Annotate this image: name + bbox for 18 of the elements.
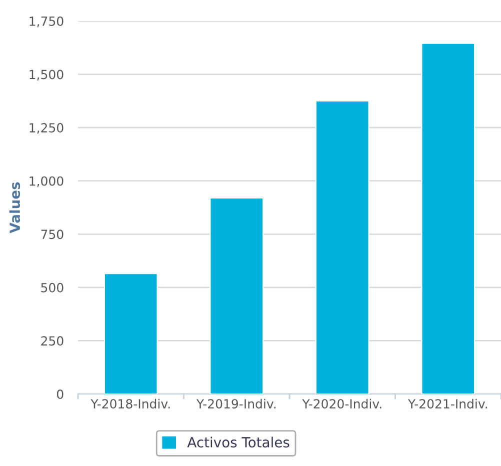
x-tick-label: Y-2019-Indiv. [196, 398, 276, 409]
y-tick-label: 1,750 [30, 16, 64, 28]
y-tick-label: 250 [41, 336, 64, 346]
y-tick-label: 1,000 [30, 176, 64, 188]
y-tick-label: 1,250 [30, 123, 64, 134]
x-tick-label: Y-2018-Indiv. [90, 398, 170, 409]
bar [104, 273, 158, 394]
x-tick-label: Y-2020-Indiv. [302, 398, 382, 409]
y-tick-label: 500 [41, 282, 64, 292]
bar [315, 100, 370, 394]
y-axis-title: Values [9, 182, 20, 234]
bar [210, 197, 264, 394]
y-tick-label: 750 [41, 230, 64, 240]
bar [421, 42, 476, 394]
y-tick-label: 1,500 [30, 70, 64, 80]
legend-label: Activos Totales [187, 436, 290, 448]
y-tick-label: 0 [56, 389, 64, 399]
x-tick-label: Y-2021-Indiv. [408, 398, 487, 409]
